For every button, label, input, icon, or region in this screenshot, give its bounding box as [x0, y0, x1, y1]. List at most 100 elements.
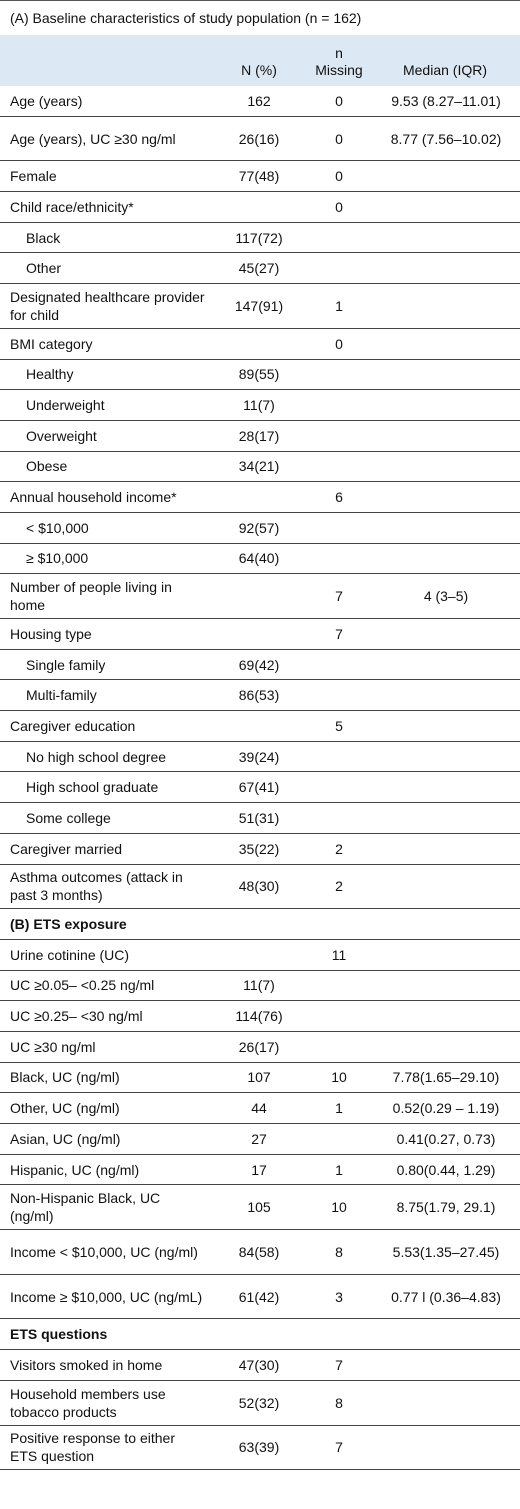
n-percent-cell: 162: [210, 86, 308, 117]
median-iqr-cell: [370, 618, 520, 650]
table-row: Female 77(48) 0: [0, 160, 520, 193]
median-iqr-cell: [370, 939, 520, 971]
table-row: Household members use tobacco products 52…: [0, 1380, 520, 1426]
n-percent-cell: 26(16): [210, 116, 308, 162]
table-row: Designated healthcare provider for child…: [0, 283, 520, 329]
n-percent-cell: 26(17): [210, 1031, 308, 1063]
row-label: ≥ $10,000: [0, 543, 210, 575]
table-row: Other, UC (ng/ml) 44 1 0.52(0.29 – 1.19): [0, 1092, 520, 1124]
median-iqr-cell: [370, 649, 520, 681]
median-iqr-cell: 4 (3–5): [370, 573, 520, 619]
n-percent-cell: 92(57): [210, 512, 308, 544]
table-row: UC ≥0.25– <30 ng/ml 114(76): [0, 1000, 520, 1032]
n-missing-cell: 5: [308, 710, 370, 742]
n-missing-cell: 7: [308, 1425, 370, 1471]
table-row: Black 117(72): [0, 222, 520, 254]
n-missing-cell: 7: [308, 618, 370, 650]
n-missing-cell: 0: [308, 191, 370, 223]
n-percent-cell: 61(42): [210, 1274, 308, 1320]
header-row: N (%) n Missing Median (IQR): [0, 35, 520, 86]
table-row: Underweight 11(7): [0, 389, 520, 421]
table-row: Some college 51(31): [0, 802, 520, 834]
row-label: Healthy: [0, 359, 210, 391]
n-missing-cell: [308, 649, 370, 681]
table-row: UC ≥30 ng/ml 26(17): [0, 1031, 520, 1063]
row-label: Asian, UC (ng/ml): [0, 1123, 210, 1155]
row-label: Other: [0, 252, 210, 285]
median-iqr-cell: [370, 1000, 520, 1032]
row-label: High school graduate: [0, 771, 210, 804]
n-missing-cell: 0: [308, 86, 370, 117]
n-percent-cell: 45(27): [210, 252, 308, 285]
median-iqr-cell: [370, 191, 520, 223]
n-percent-cell: 52(32): [210, 1380, 308, 1426]
n-missing-cell: [308, 741, 370, 773]
median-iqr-cell: 0.77 l (0.36–4.83): [370, 1274, 520, 1320]
n-percent-cell: 77(48): [210, 160, 308, 193]
n-missing-cell: 0: [308, 116, 370, 162]
n-percent-cell: 47(30): [210, 1349, 308, 1381]
row-label: Positive response to either ETS question: [0, 1425, 210, 1471]
table-row: Overweight 28(17): [0, 420, 520, 452]
n-percent-cell: [210, 573, 308, 619]
median-iqr-cell: 0.41(0.27, 0.73): [370, 1123, 520, 1155]
median-iqr-cell: [370, 328, 520, 360]
row-label: Urine cotinine (UC): [0, 939, 210, 971]
n-missing-cell: [308, 908, 370, 940]
n-percent-cell: 84(58): [210, 1229, 308, 1275]
median-iqr-cell: [370, 1349, 520, 1381]
table-title: (A) Baseline characteristics of study po…: [0, 0, 520, 35]
table-row: UC ≥0.05– <0.25 ng/ml 11(7): [0, 970, 520, 1002]
row-label: Annual household income*: [0, 481, 210, 513]
table-row: Other 45(27): [0, 252, 520, 285]
table-row: Number of people living in home 7 4 (3–5): [0, 573, 520, 619]
row-label: Hispanic, UC (ng/ml): [0, 1154, 210, 1186]
n-missing-cell: [308, 802, 370, 834]
median-iqr-cell: 0.52(0.29 – 1.19): [370, 1092, 520, 1124]
median-iqr-cell: [370, 160, 520, 193]
n-missing-cell: 1: [308, 283, 370, 329]
n-percent-cell: 63(39): [210, 1425, 308, 1471]
table-row: BMI category 0: [0, 328, 520, 360]
row-label: Income ≥ $10,000, UC (ng/mL): [0, 1274, 210, 1320]
n-missing-cell: [308, 1123, 370, 1155]
row-label: Some college: [0, 802, 210, 834]
column-header-n-missing: n Missing: [315, 45, 363, 78]
median-iqr-cell: [370, 389, 520, 421]
n-percent-cell: 27: [210, 1123, 308, 1155]
table-row: < $10,000 92(57): [0, 512, 520, 544]
row-label: Visitors smoked in home: [0, 1349, 210, 1381]
table-row: Caregiver education 5: [0, 710, 520, 742]
row-label: Housing type: [0, 618, 210, 650]
n-percent-cell: [210, 481, 308, 513]
table-row: Annual household income* 6: [0, 481, 520, 513]
row-label: UC ≥0.05– <0.25 ng/ml: [0, 970, 210, 1002]
n-percent-cell: 89(55): [210, 359, 308, 391]
n-percent-cell: [210, 908, 308, 940]
n-percent-cell: 35(22): [210, 833, 308, 865]
median-iqr-cell: [370, 771, 520, 804]
table-row: Caregiver married 35(22) 2: [0, 833, 520, 865]
n-missing-cell: 6: [308, 481, 370, 513]
median-iqr-cell: [370, 283, 520, 329]
n-percent-cell: 51(31): [210, 802, 308, 834]
row-label: Caregiver married: [0, 833, 210, 865]
row-label: Multi-family: [0, 679, 210, 712]
n-percent-cell: 64(40): [210, 543, 308, 575]
median-iqr-cell: [370, 1425, 520, 1471]
row-label: Age (years): [0, 86, 210, 117]
table-row: Asthma outcomes (attack in past 3 months…: [0, 864, 520, 910]
median-iqr-cell: [370, 908, 520, 940]
median-iqr-cell: [370, 512, 520, 544]
row-label: Designated healthcare provider for child: [0, 283, 210, 329]
median-iqr-cell: 7.78(1.65–29.10): [370, 1062, 520, 1094]
table-row: High school graduate 67(41): [0, 771, 520, 804]
table-row: Age (years) 162 0 9.53 (8.27–11.01): [0, 86, 520, 117]
column-header-median-iqr: Median (IQR): [402, 62, 488, 78]
row-label: UC ≥30 ng/ml: [0, 1031, 210, 1063]
n-percent-cell: 34(21): [210, 451, 308, 483]
baseline-table-container: (A) Baseline characteristics of study po…: [0, 0, 520, 1471]
n-missing-cell: [308, 252, 370, 285]
n-percent-cell: 147(91): [210, 283, 308, 329]
n-percent-cell: 28(17): [210, 420, 308, 452]
